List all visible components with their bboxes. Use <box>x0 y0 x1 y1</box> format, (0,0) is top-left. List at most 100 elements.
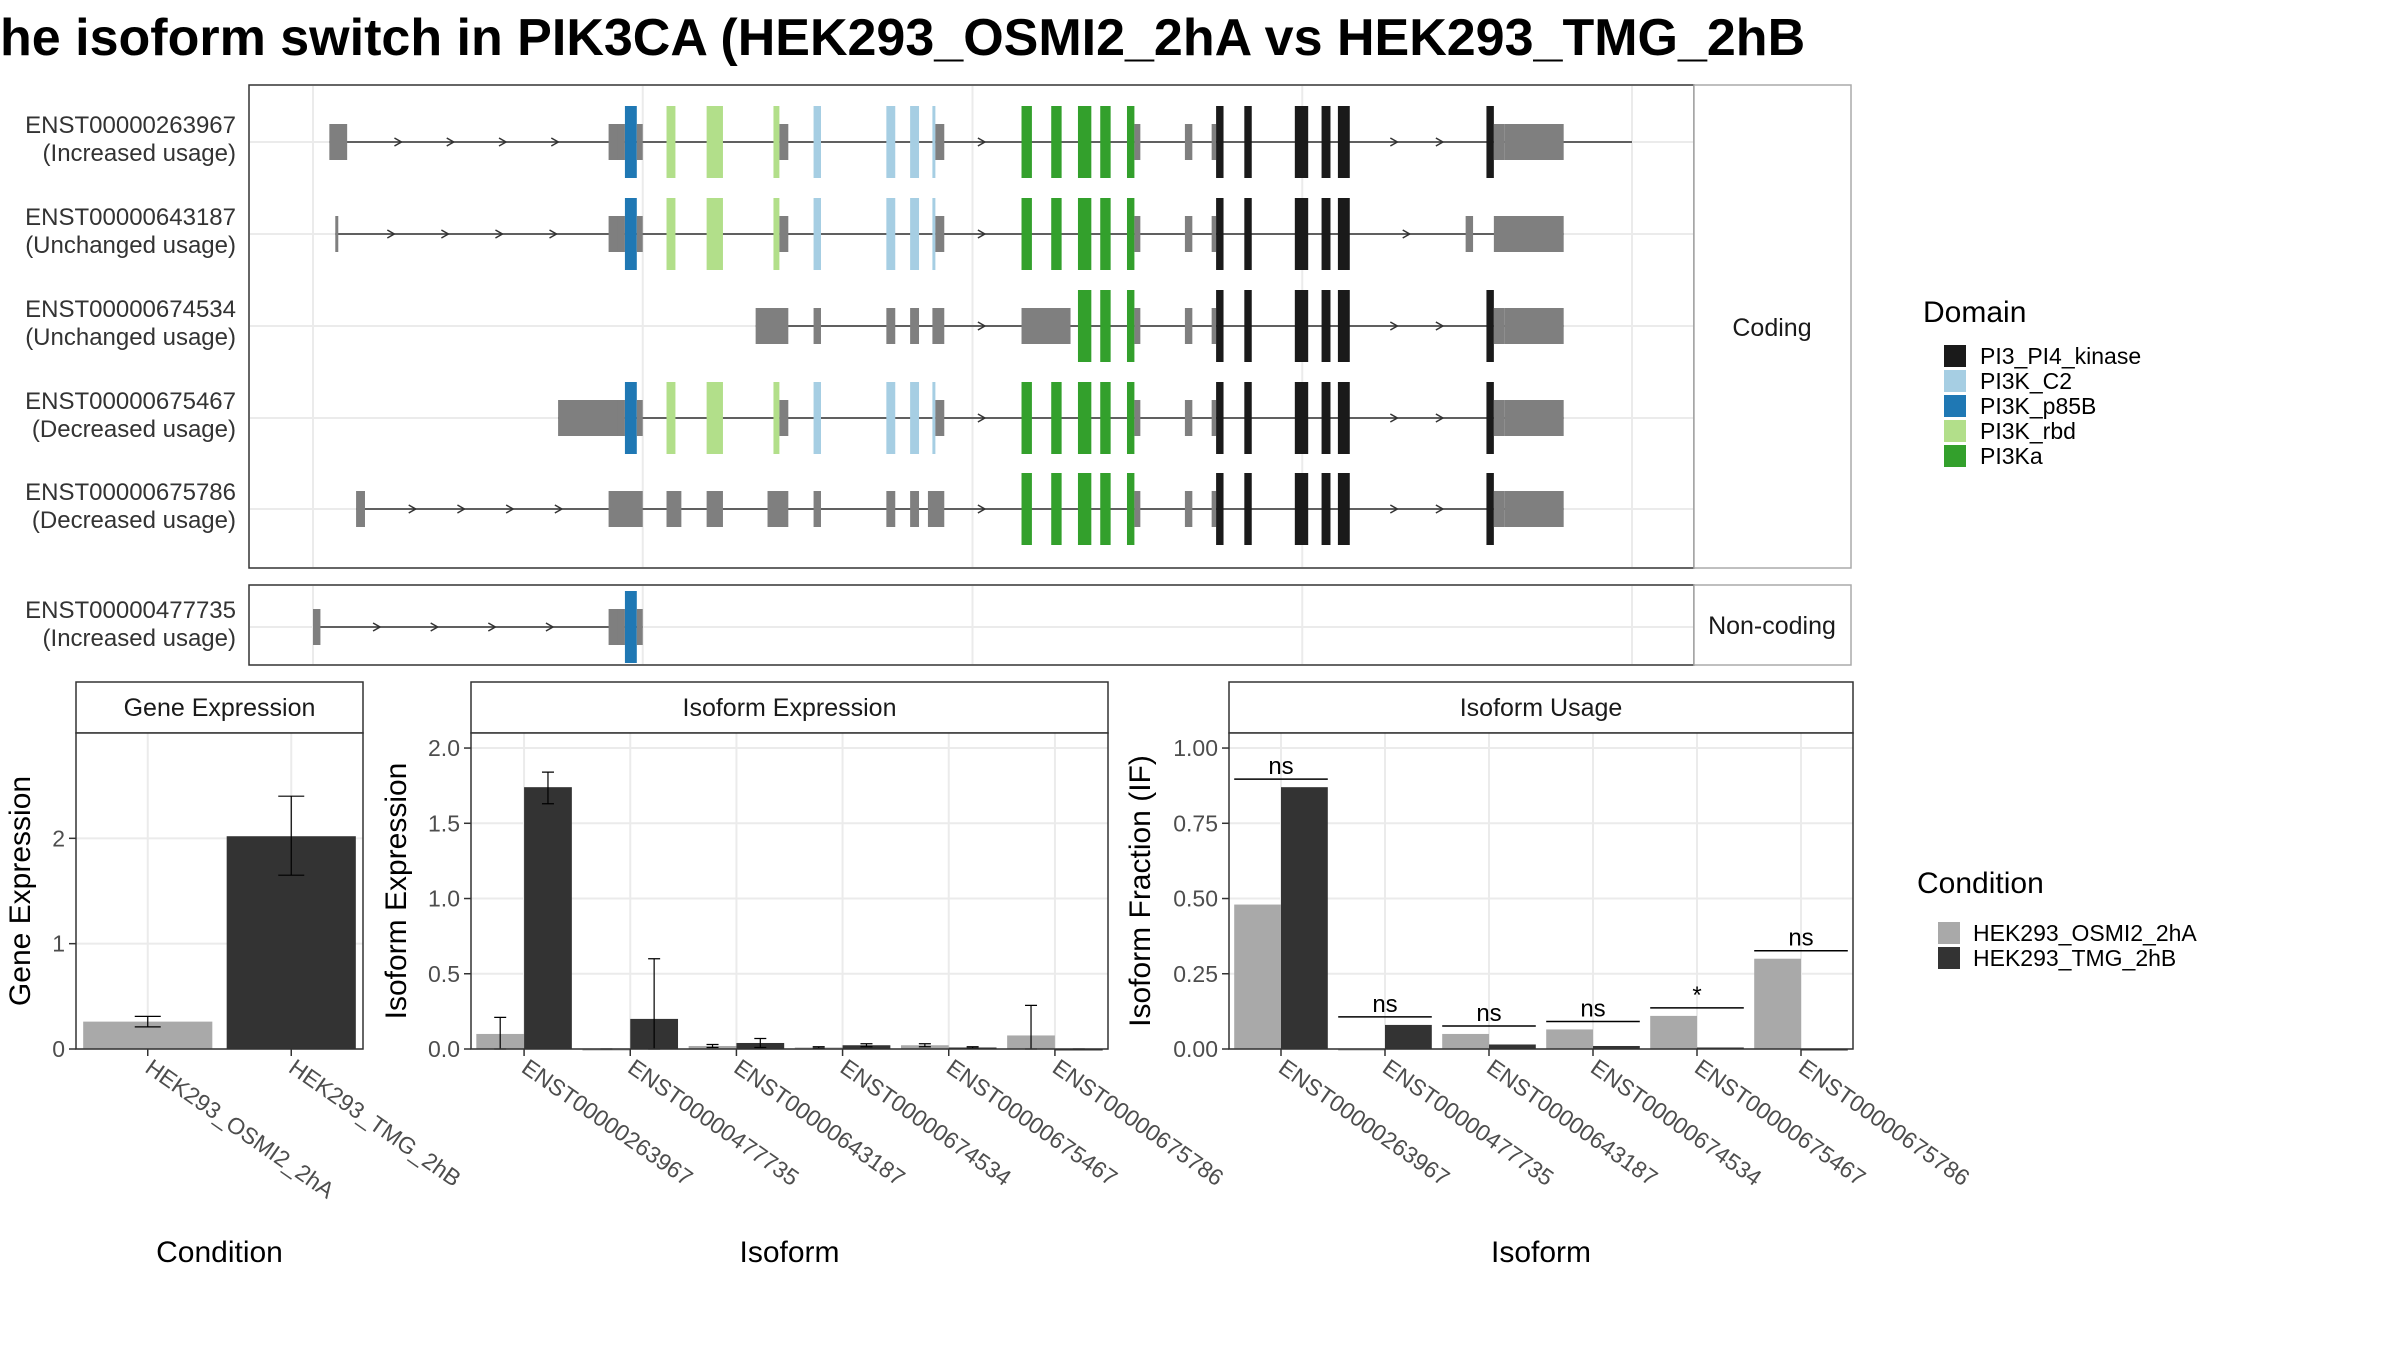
domain-exon-pi3k_p85b <box>624 198 637 270</box>
utr-exon <box>1211 124 1217 160</box>
domain-legend-label: PI3K_p85B <box>1980 393 2096 419</box>
utr-exon <box>935 216 945 252</box>
domain-exon-pi3ka <box>1021 382 1032 454</box>
domain-exon-pi3ka <box>1100 290 1111 362</box>
utr-exon <box>1211 400 1217 436</box>
utr-exon <box>608 491 643 527</box>
chart-title: Isoform Usage <box>1460 694 1623 722</box>
domain-exon-pi3_pi4_kinase <box>1244 198 1252 270</box>
utr-exon <box>1184 124 1193 160</box>
utr-exon <box>313 609 321 645</box>
x-tick-label: ENST00000263967 <box>1274 1054 1454 1191</box>
utr-exon <box>932 308 945 344</box>
domain-legend-swatch <box>1944 370 1966 392</box>
domain-exon-pi3_pi4_kinase <box>1337 198 1350 270</box>
bar <box>1281 787 1328 1049</box>
y-tick-label: 0.5 <box>428 961 460 987</box>
domain-exon-pi3k_c2 <box>813 198 821 270</box>
transcript-id-label: ENST00000263967 <box>25 112 236 139</box>
utr-exon <box>935 400 945 436</box>
intron-direction-arrow <box>505 504 515 514</box>
isoform-expression-chart: Isoform Expression 0.0 0.5 1.0 1.5 2.0 ENST000… <box>380 681 1228 1269</box>
domain-exon-pi3ka <box>1126 382 1135 454</box>
domain-exon-pi3ka <box>1051 198 1062 270</box>
condition-legend-title: Condition <box>1917 867 2044 900</box>
domain-exon-pi3ka <box>1051 106 1062 178</box>
noncoding-strip <box>1693 584 1852 666</box>
utr-exon <box>779 216 789 252</box>
domain-exon-pi3_pi4_kinase <box>1294 473 1309 545</box>
intron-direction-arrow <box>408 504 418 514</box>
domain-exon-pi3_pi4_kinase <box>1244 290 1252 362</box>
condition-legend-label: HEK293_TMG_2hB <box>1973 945 2176 971</box>
domain-exon-pi3k_p85b <box>624 106 637 178</box>
domain-exon-pi3_pi4_kinase <box>1337 290 1350 362</box>
domain-legend: Domain PI3_PI4_kinasePI3K_C2PI3K_p85BPI3… <box>1923 296 2141 469</box>
domain-exon-pi3k_c2 <box>886 106 896 178</box>
domain-exon-pi3k_c2 <box>932 382 936 454</box>
domain-exon-pi3k_c2 <box>910 382 920 454</box>
y-tick-label: 0 <box>52 1036 65 1062</box>
domain-legend-swatch <box>1944 395 1966 417</box>
bar <box>1697 1047 1744 1049</box>
domain-exon-pi3k_rbd <box>666 198 676 270</box>
significance-label: * <box>1692 982 1701 1009</box>
x-tick-label: ENST00000477735 <box>623 1054 803 1191</box>
y-axis-title: Isoform Expression <box>380 763 413 1020</box>
chart-title-strip <box>1228 681 1854 734</box>
chart-title-strip <box>470 681 1109 734</box>
y-tick-label: 2 <box>52 825 65 851</box>
intron-direction-arrow <box>1389 137 1399 147</box>
x-axis-title: Isoform <box>1491 1236 1591 1269</box>
utr-exon <box>1134 491 1141 527</box>
intron-direction-arrow <box>498 137 508 147</box>
domain-exon-pi3ka <box>1077 382 1092 454</box>
transcript-id-label: ENST00000643187 <box>25 204 236 231</box>
domain-exon-pi3k_p85b <box>624 591 637 663</box>
domain-exon-pi3ka <box>1126 290 1135 362</box>
domain-exon-pi3ka <box>1126 473 1135 545</box>
domain-exon-pi3ka <box>1100 106 1111 178</box>
utr-exon <box>886 308 896 344</box>
intron-direction-arrow <box>1435 321 1445 331</box>
utr-exon <box>335 216 339 252</box>
utr-exon <box>608 609 618 645</box>
domain-exon-pi3ka <box>1051 473 1062 545</box>
intron-direction-arrow <box>1402 229 1412 239</box>
intron-direction-arrow <box>386 229 396 239</box>
significance-label: ns <box>1268 753 1293 780</box>
utr-exon <box>636 609 643 645</box>
x-tick-label: ENST00000675467 <box>942 1054 1122 1191</box>
domain-exon-pi3_pi4_kinase <box>1337 382 1350 454</box>
domain-exon-pi3ka <box>1100 382 1111 454</box>
coding-strip-label: Coding <box>1732 314 1811 342</box>
intron-direction-arrow <box>495 229 504 239</box>
domain-exon-pi3k_c2 <box>910 106 920 178</box>
y-tick-label: 0.00 <box>1173 1036 1218 1062</box>
intron-direction-arrow <box>430 622 440 632</box>
x-tick-label: ENST00000477735 <box>1378 1054 1558 1191</box>
intron-direction-arrow <box>1389 321 1399 331</box>
intron-direction-arrow <box>394 137 403 147</box>
coding-strip <box>1693 84 1852 569</box>
utr-exon <box>1134 216 1141 252</box>
domain-exon-pi3k_rbd <box>773 106 780 178</box>
y-tick-label: 1.00 <box>1173 735 1218 761</box>
utr-exon <box>1493 124 1505 160</box>
x-tick-label: ENST00000643187 <box>730 1054 910 1191</box>
domain-legend-swatch <box>1944 445 1966 467</box>
intron-direction-arrow <box>446 137 456 147</box>
transcript-labels: ENST00000263967(Increased usage)ENST0000… <box>25 112 236 652</box>
domain-exon-pi3_pi4_kinase <box>1321 106 1331 178</box>
bar <box>1234 904 1281 1049</box>
transcript-id-label: ENST00000477735 <box>25 597 236 624</box>
domain-exon-pi3_pi4_kinase <box>1486 382 1494 454</box>
domain-exon-pi3_pi4_kinase <box>1321 473 1331 545</box>
transcript-usage-label: (Increased usage) <box>43 625 236 652</box>
intron-direction-arrow <box>545 622 555 632</box>
intron-direction-arrow <box>977 229 987 239</box>
utr-exon <box>1134 400 1141 436</box>
utr-exon <box>1504 491 1564 527</box>
